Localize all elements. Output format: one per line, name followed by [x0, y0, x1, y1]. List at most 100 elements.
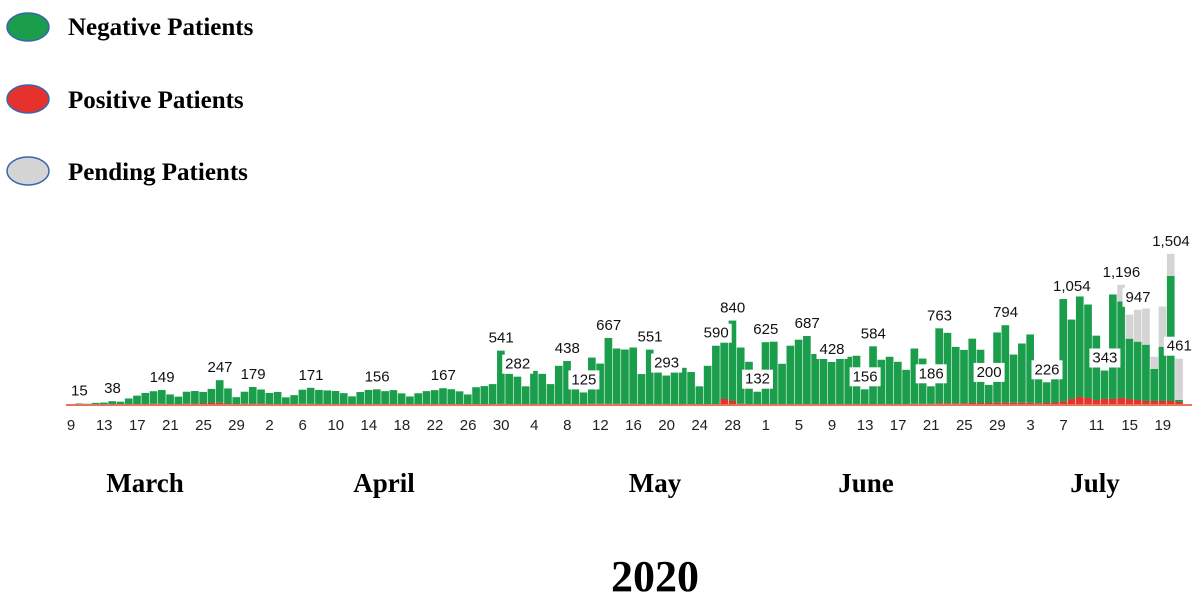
legend-swatch-negative [6, 12, 50, 42]
bar-negative [224, 388, 232, 404]
value-label-box [742, 369, 773, 389]
bar-negative [505, 373, 513, 404]
value-label: 584 [857, 324, 889, 344]
value-label-box [427, 366, 459, 386]
bar-positive [968, 402, 977, 405]
x-tick-label: 5 [795, 417, 803, 434]
value-label-text: 226 [1034, 361, 1059, 378]
value-label-text: 156 [365, 368, 390, 385]
value-label-text: 1,504 [1152, 233, 1190, 250]
bar-positive [207, 402, 216, 405]
value-label: 226 [1031, 360, 1063, 380]
bar-negative [554, 365, 563, 404]
bar-negative [265, 392, 274, 404]
bar-negative [414, 393, 423, 405]
legend-label-pending: Pending Patients [68, 159, 248, 186]
value-label-box [1050, 277, 1094, 297]
x-tick-label: 10 [327, 417, 344, 434]
bar-negative [240, 391, 249, 404]
value-label-box [990, 303, 1022, 323]
bar-positive [1166, 400, 1175, 405]
bar-negative [778, 363, 786, 404]
x-tick-label: 24 [691, 417, 708, 434]
x-tick-label: 13 [857, 417, 874, 434]
bar-negative [596, 363, 604, 404]
bar-negative [463, 394, 472, 405]
x-tick-label: 17 [890, 417, 907, 434]
bar-negative [439, 388, 447, 405]
x-tick-label: 6 [299, 417, 307, 434]
value-label-box [361, 367, 393, 387]
value-label: 179 [237, 365, 269, 384]
bar-negative [248, 387, 257, 404]
bar-negative [364, 389, 373, 404]
x-tick-label: 15 [1121, 417, 1138, 434]
x-tick-label: 8 [563, 417, 571, 434]
value-label-box [237, 365, 269, 384]
bar-positive [215, 402, 224, 405]
bar-negative [1084, 304, 1092, 398]
value-label-box [1122, 287, 1154, 307]
bar-negative [472, 387, 480, 405]
bar-negative [1150, 368, 1159, 401]
value-label: 1,504 [1149, 231, 1193, 251]
value-label-text: 840 [720, 300, 745, 317]
value-label: 551 [634, 327, 666, 347]
bar-positive [728, 400, 737, 405]
value-label: 156 [849, 367, 881, 387]
bar-positive [1067, 398, 1076, 405]
bar-positive [1018, 402, 1026, 405]
value-label: 293 [651, 353, 683, 373]
value-label-box [857, 324, 889, 344]
value-label-text: 794 [993, 304, 1018, 321]
bar-pending [1117, 284, 1125, 302]
value-label-text: 584 [861, 325, 886, 342]
bar-negative [1142, 344, 1150, 401]
value-label: 149 [146, 368, 178, 387]
bar-negative [579, 392, 588, 405]
bar-positive [984, 402, 993, 405]
bar-negative [91, 402, 100, 405]
value-label-text: 428 [819, 341, 844, 358]
value-label: 247 [204, 358, 236, 378]
bar-negative [546, 384, 555, 405]
x-tick-label: 29 [228, 417, 245, 434]
bar-negative [571, 379, 580, 405]
value-label-text: 461 [1167, 338, 1192, 355]
bar-positive [720, 398, 728, 405]
bar-negative [1125, 338, 1134, 399]
bar-negative [116, 401, 125, 405]
bar-negative [794, 339, 803, 404]
bar-negative [174, 396, 183, 405]
bar-negative [1109, 294, 1117, 399]
value-label-text: 167 [431, 367, 456, 384]
x-tick-label: 25 [956, 417, 973, 434]
bar-positive [1150, 400, 1159, 405]
bar-negative [298, 389, 307, 404]
value-label-box [816, 340, 848, 359]
bar-negative [1117, 301, 1125, 398]
bar-series [67, 253, 1183, 406]
bar-negative [488, 384, 497, 405]
bar-negative [645, 349, 654, 404]
x-tick-label: 12 [592, 417, 609, 434]
bar-negative [1034, 373, 1043, 404]
value-label-box [101, 379, 124, 399]
bar-negative [1100, 370, 1109, 399]
bar-negative [182, 391, 191, 404]
bar-negative [1026, 334, 1034, 403]
value-label-text: 15 [71, 383, 88, 400]
bar-positive [1084, 397, 1092, 405]
x-tick-label: 21 [923, 417, 940, 434]
bar-negative [1009, 354, 1018, 403]
bar-positive [1026, 402, 1034, 405]
bar-negative [1059, 299, 1068, 402]
value-label-box [915, 364, 947, 384]
value-label-box [502, 354, 534, 374]
bar-negative [149, 391, 158, 404]
x-tick-label: 14 [361, 417, 378, 434]
value-label-text: 38 [104, 380, 121, 397]
value-labels: 15 38 149 247 179 171 156 167 541 282 438 125 667 551… [68, 231, 1195, 401]
legend-item-pending: Pending Patients [6, 156, 248, 186]
legend-swatch-positive [6, 84, 50, 114]
